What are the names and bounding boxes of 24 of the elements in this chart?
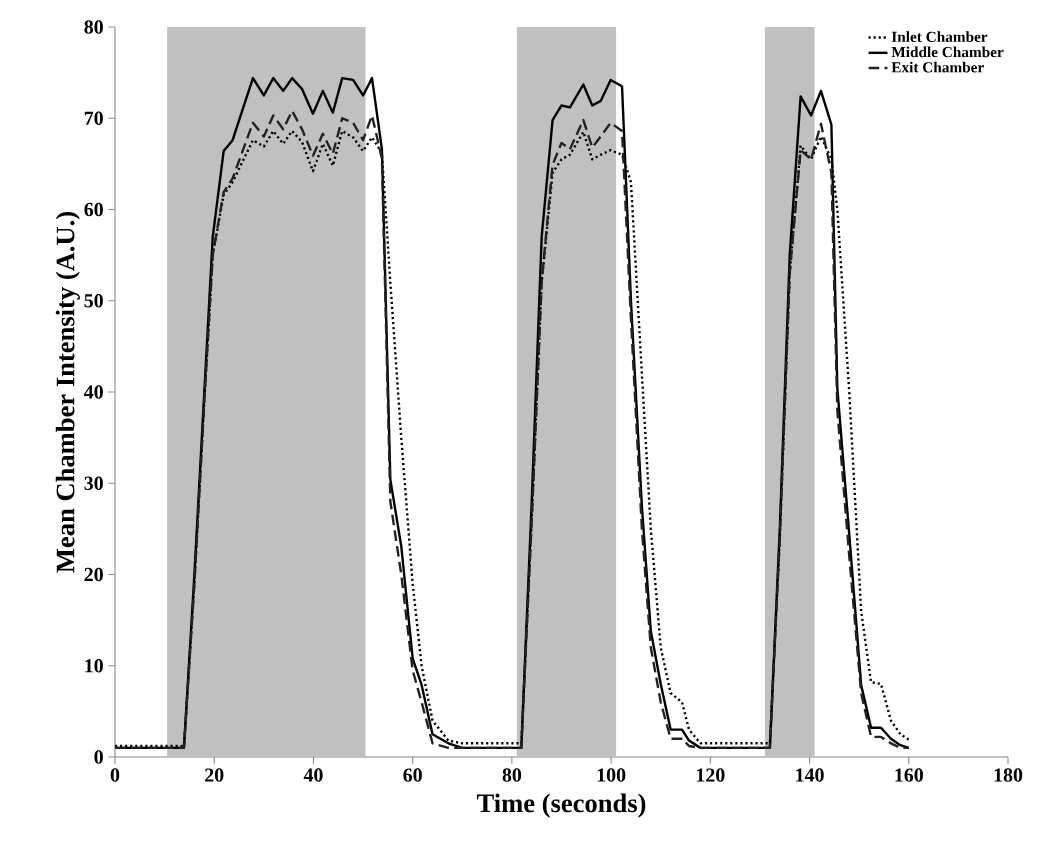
x-tick-label: 120 <box>697 768 725 782</box>
x-tick-label: 100 <box>597 768 626 782</box>
y-tick-label: 10 <box>85 659 103 673</box>
y-tick-label: 50 <box>84 294 103 308</box>
y-tick-label: 0 <box>94 750 103 764</box>
x-tick-label: 160 <box>895 768 923 782</box>
x-tick-label: 140 <box>796 768 824 782</box>
x-tick-label: 40 <box>303 768 323 782</box>
y-tick-label: 70 <box>84 111 103 125</box>
y-axis-title: Mean Chamber Intensity (A.U.) <box>55 212 80 573</box>
y-tick-label: 30 <box>84 476 103 490</box>
y-tick-label: 40 <box>84 385 103 399</box>
x-tick-label: 180 <box>994 768 1023 782</box>
y-tick-label: 60 <box>84 202 103 217</box>
legend-label: Middle Chamber <box>891 46 1004 58</box>
x-tick-label: 20 <box>205 768 224 782</box>
x-tick-label: 80 <box>502 768 522 782</box>
legend-label: Exit Chamber <box>891 61 984 73</box>
y-tick-label: 80 <box>84 20 103 34</box>
legend-label: Inlet Chamber <box>891 31 988 42</box>
y-tick-label: 20 <box>84 567 103 582</box>
x-tick-label: 60 <box>403 768 422 782</box>
x-axis-title: Time (seconds) <box>476 793 646 818</box>
x-tick-label: 0 <box>110 768 120 782</box>
